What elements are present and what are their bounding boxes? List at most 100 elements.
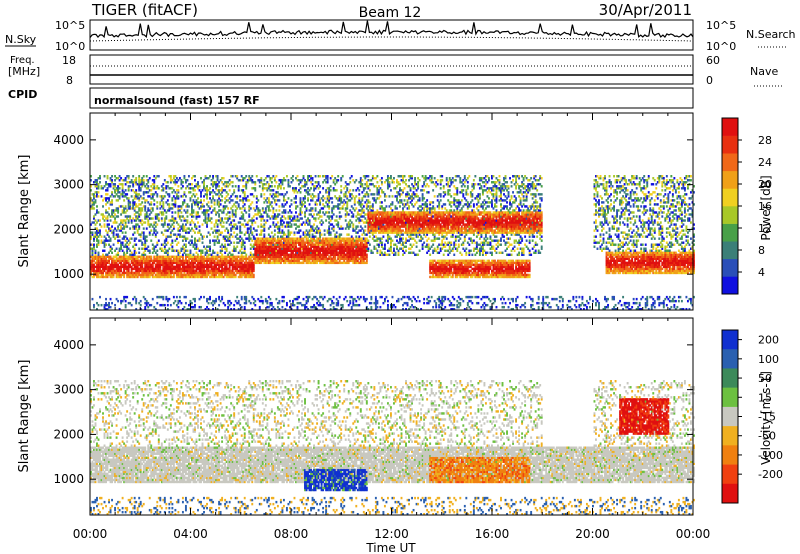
power-echo-cell — [139, 219, 142, 222]
power-echo-cell — [166, 225, 169, 228]
power-echo-cell — [192, 273, 195, 277]
power-echo-cell — [362, 205, 365, 208]
power-echo-cell — [350, 175, 353, 178]
power-echo-cell — [159, 275, 162, 279]
power-echo-cell — [135, 299, 138, 303]
power-echo-cell — [148, 273, 151, 277]
power-echo-cell — [154, 217, 157, 220]
power-echo-cell — [213, 199, 216, 202]
power-echo-cell — [117, 239, 120, 242]
power-echo-cell — [243, 245, 246, 248]
power-echo-cell — [186, 219, 189, 222]
power-echo-cell — [142, 255, 145, 259]
power-echo-cell — [225, 183, 228, 186]
power-echo-cell — [175, 249, 178, 252]
power-echo-cell — [121, 255, 124, 259]
nave-tick-hi: 60 — [706, 54, 720, 67]
power-echo-cell — [194, 239, 196, 242]
power-echo-cell — [219, 193, 222, 196]
power-echo-cell — [94, 255, 97, 259]
power-echo-cell — [255, 175, 258, 178]
power-echo-cell — [123, 225, 126, 228]
power-echo-cell — [139, 257, 142, 261]
power-echo-cell — [93, 207, 95, 210]
power-echo-cell — [207, 249, 210, 252]
power-echo-cell — [215, 265, 218, 269]
power-echo-cell — [225, 247, 228, 250]
power-echo-cell — [135, 217, 138, 220]
power-echo-cell — [90, 223, 92, 226]
power-echo-cell — [197, 203, 199, 206]
power-echo-cell — [218, 275, 221, 279]
power-echo-cell — [142, 221, 145, 224]
power-echo-cell — [227, 307, 230, 311]
power-echo-cell — [126, 255, 129, 259]
power-echo-cell — [355, 195, 358, 198]
power-echo-cell — [154, 225, 157, 228]
power-echo-cell — [105, 263, 107, 267]
power-echo-cell — [99, 181, 101, 184]
power-echo-cell — [124, 225, 127, 228]
power-echo-cell — [91, 249, 94, 252]
power-echo-cell — [103, 275, 106, 279]
power-echo-cell — [133, 261, 136, 265]
power-echo-cell — [198, 239, 201, 242]
power-echo-cell — [147, 265, 150, 269]
power-echo-cell — [191, 205, 193, 208]
power-echo-cell — [147, 271, 150, 275]
power-echo-cell — [171, 239, 174, 242]
power-echo-cell — [194, 265, 196, 269]
power-echo-cell — [206, 259, 208, 263]
power-echo-cell — [151, 243, 154, 246]
power-echo-cell — [142, 183, 145, 186]
power-echo-cell — [203, 261, 205, 265]
power-echo-cell — [172, 255, 175, 259]
power-echo-cell — [160, 199, 163, 202]
power-echo-cell — [156, 241, 159, 244]
power-echo-cell — [175, 265, 178, 269]
power-echo-cell — [109, 227, 112, 230]
power-echo-cell — [135, 265, 138, 269]
power-echo-cell — [221, 269, 224, 273]
power-echo-cell — [123, 269, 126, 273]
power-echo-cell — [93, 197, 95, 200]
power-echo-cell — [178, 257, 181, 261]
power-echo-cell — [111, 275, 114, 279]
power-echo-cell — [189, 261, 192, 265]
power-echo-cell — [115, 273, 118, 277]
power-echo-cell — [212, 267, 215, 271]
power-echo-cell — [112, 265, 115, 269]
power-echo-cell — [184, 195, 187, 198]
power-echo-cell — [204, 263, 207, 267]
power-echo-cell — [204, 307, 207, 311]
power-echo-cell — [159, 211, 162, 214]
power-echo-cell — [160, 271, 163, 275]
power-echo-cell — [355, 207, 358, 210]
power-echo-cell — [183, 225, 186, 228]
power-echo-cell — [154, 213, 157, 216]
power-echo-cell — [132, 271, 135, 275]
power-echo-cell — [371, 251, 374, 254]
power-echo-cell — [135, 227, 138, 230]
power-echo-cell — [302, 175, 305, 178]
power-echo-cell — [145, 211, 148, 214]
power-echo-cell — [135, 275, 138, 279]
power-echo-cell — [206, 191, 208, 194]
power-echo-cell — [212, 175, 215, 178]
power-echo-cell — [156, 295, 159, 299]
power-echo-cell — [175, 271, 178, 275]
power-echo-cell — [114, 175, 117, 178]
power-echo-cell — [145, 257, 148, 261]
power-echo-cell — [144, 269, 147, 273]
power-echo-cell — [133, 237, 136, 240]
power-echo-cell — [216, 193, 219, 196]
power-echo-cell — [132, 189, 135, 192]
power-echo-cell — [177, 251, 180, 254]
power-echo-cell — [341, 227, 344, 230]
power-echo-cell — [197, 211, 199, 214]
power-echo-cell — [123, 275, 126, 279]
power-echo-cell — [178, 235, 181, 238]
power-echo-cell — [90, 259, 92, 263]
power-echo-cell — [192, 201, 195, 204]
power-echo-cell — [210, 255, 213, 259]
